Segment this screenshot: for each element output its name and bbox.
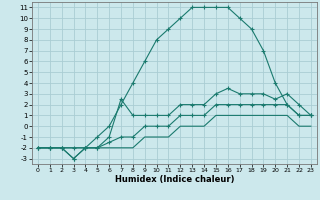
X-axis label: Humidex (Indice chaleur): Humidex (Indice chaleur) [115, 175, 234, 184]
